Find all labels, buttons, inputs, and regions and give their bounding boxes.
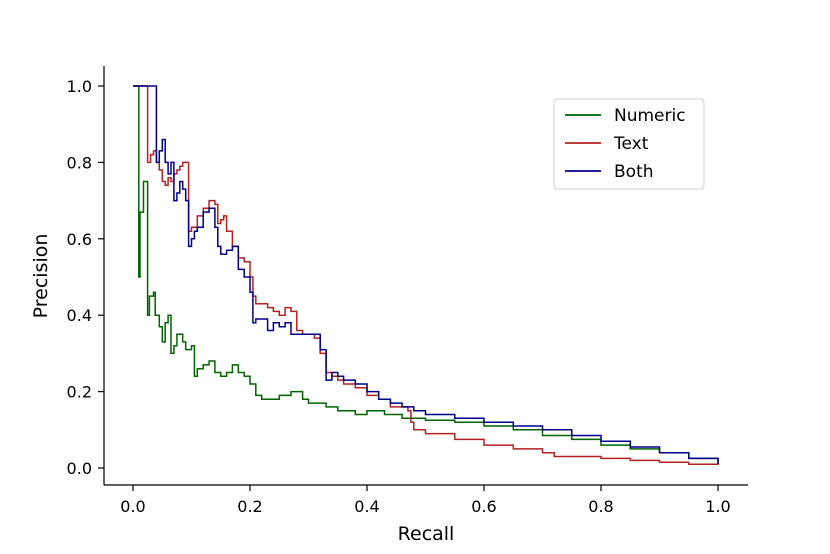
y-ticks: 0.0 0.2 0.4 0.6 0.8 1.0 [67, 77, 104, 478]
legend-label-numeric: Numeric [614, 106, 686, 126]
y-tick-label: 1.0 [67, 77, 92, 96]
x-tick-label: 0.8 [588, 497, 613, 516]
legend-box [553, 98, 705, 190]
x-tick-label: 0.4 [354, 497, 379, 516]
x-tick-label: 1.0 [705, 497, 730, 516]
series-line-text [133, 85, 719, 465]
x-tick-label: 0.6 [471, 497, 496, 516]
y-axis-title: Precision [30, 234, 52, 319]
x-axis-title: Recall [398, 523, 455, 545]
y-tick-label: 0.0 [67, 459, 92, 478]
legend-label-text: Text [613, 134, 649, 154]
y-tick-label: 0.8 [67, 153, 92, 172]
y-tick-label: 0.4 [67, 306, 92, 325]
legend: Numeric Text Both [553, 98, 705, 190]
x-tick-label: 0.2 [237, 497, 262, 516]
y-tick-label: 0.2 [67, 383, 92, 402]
x-ticks: 0.0 0.2 0.4 0.6 0.8 1.0 [120, 485, 731, 516]
series-line-both [133, 85, 719, 465]
legend-label-both: Both [614, 162, 654, 182]
x-tick-label: 0.0 [120, 497, 145, 516]
y-tick-label: 0.6 [67, 230, 92, 249]
plot-lines [133, 85, 719, 465]
axes [103, 66, 748, 486]
